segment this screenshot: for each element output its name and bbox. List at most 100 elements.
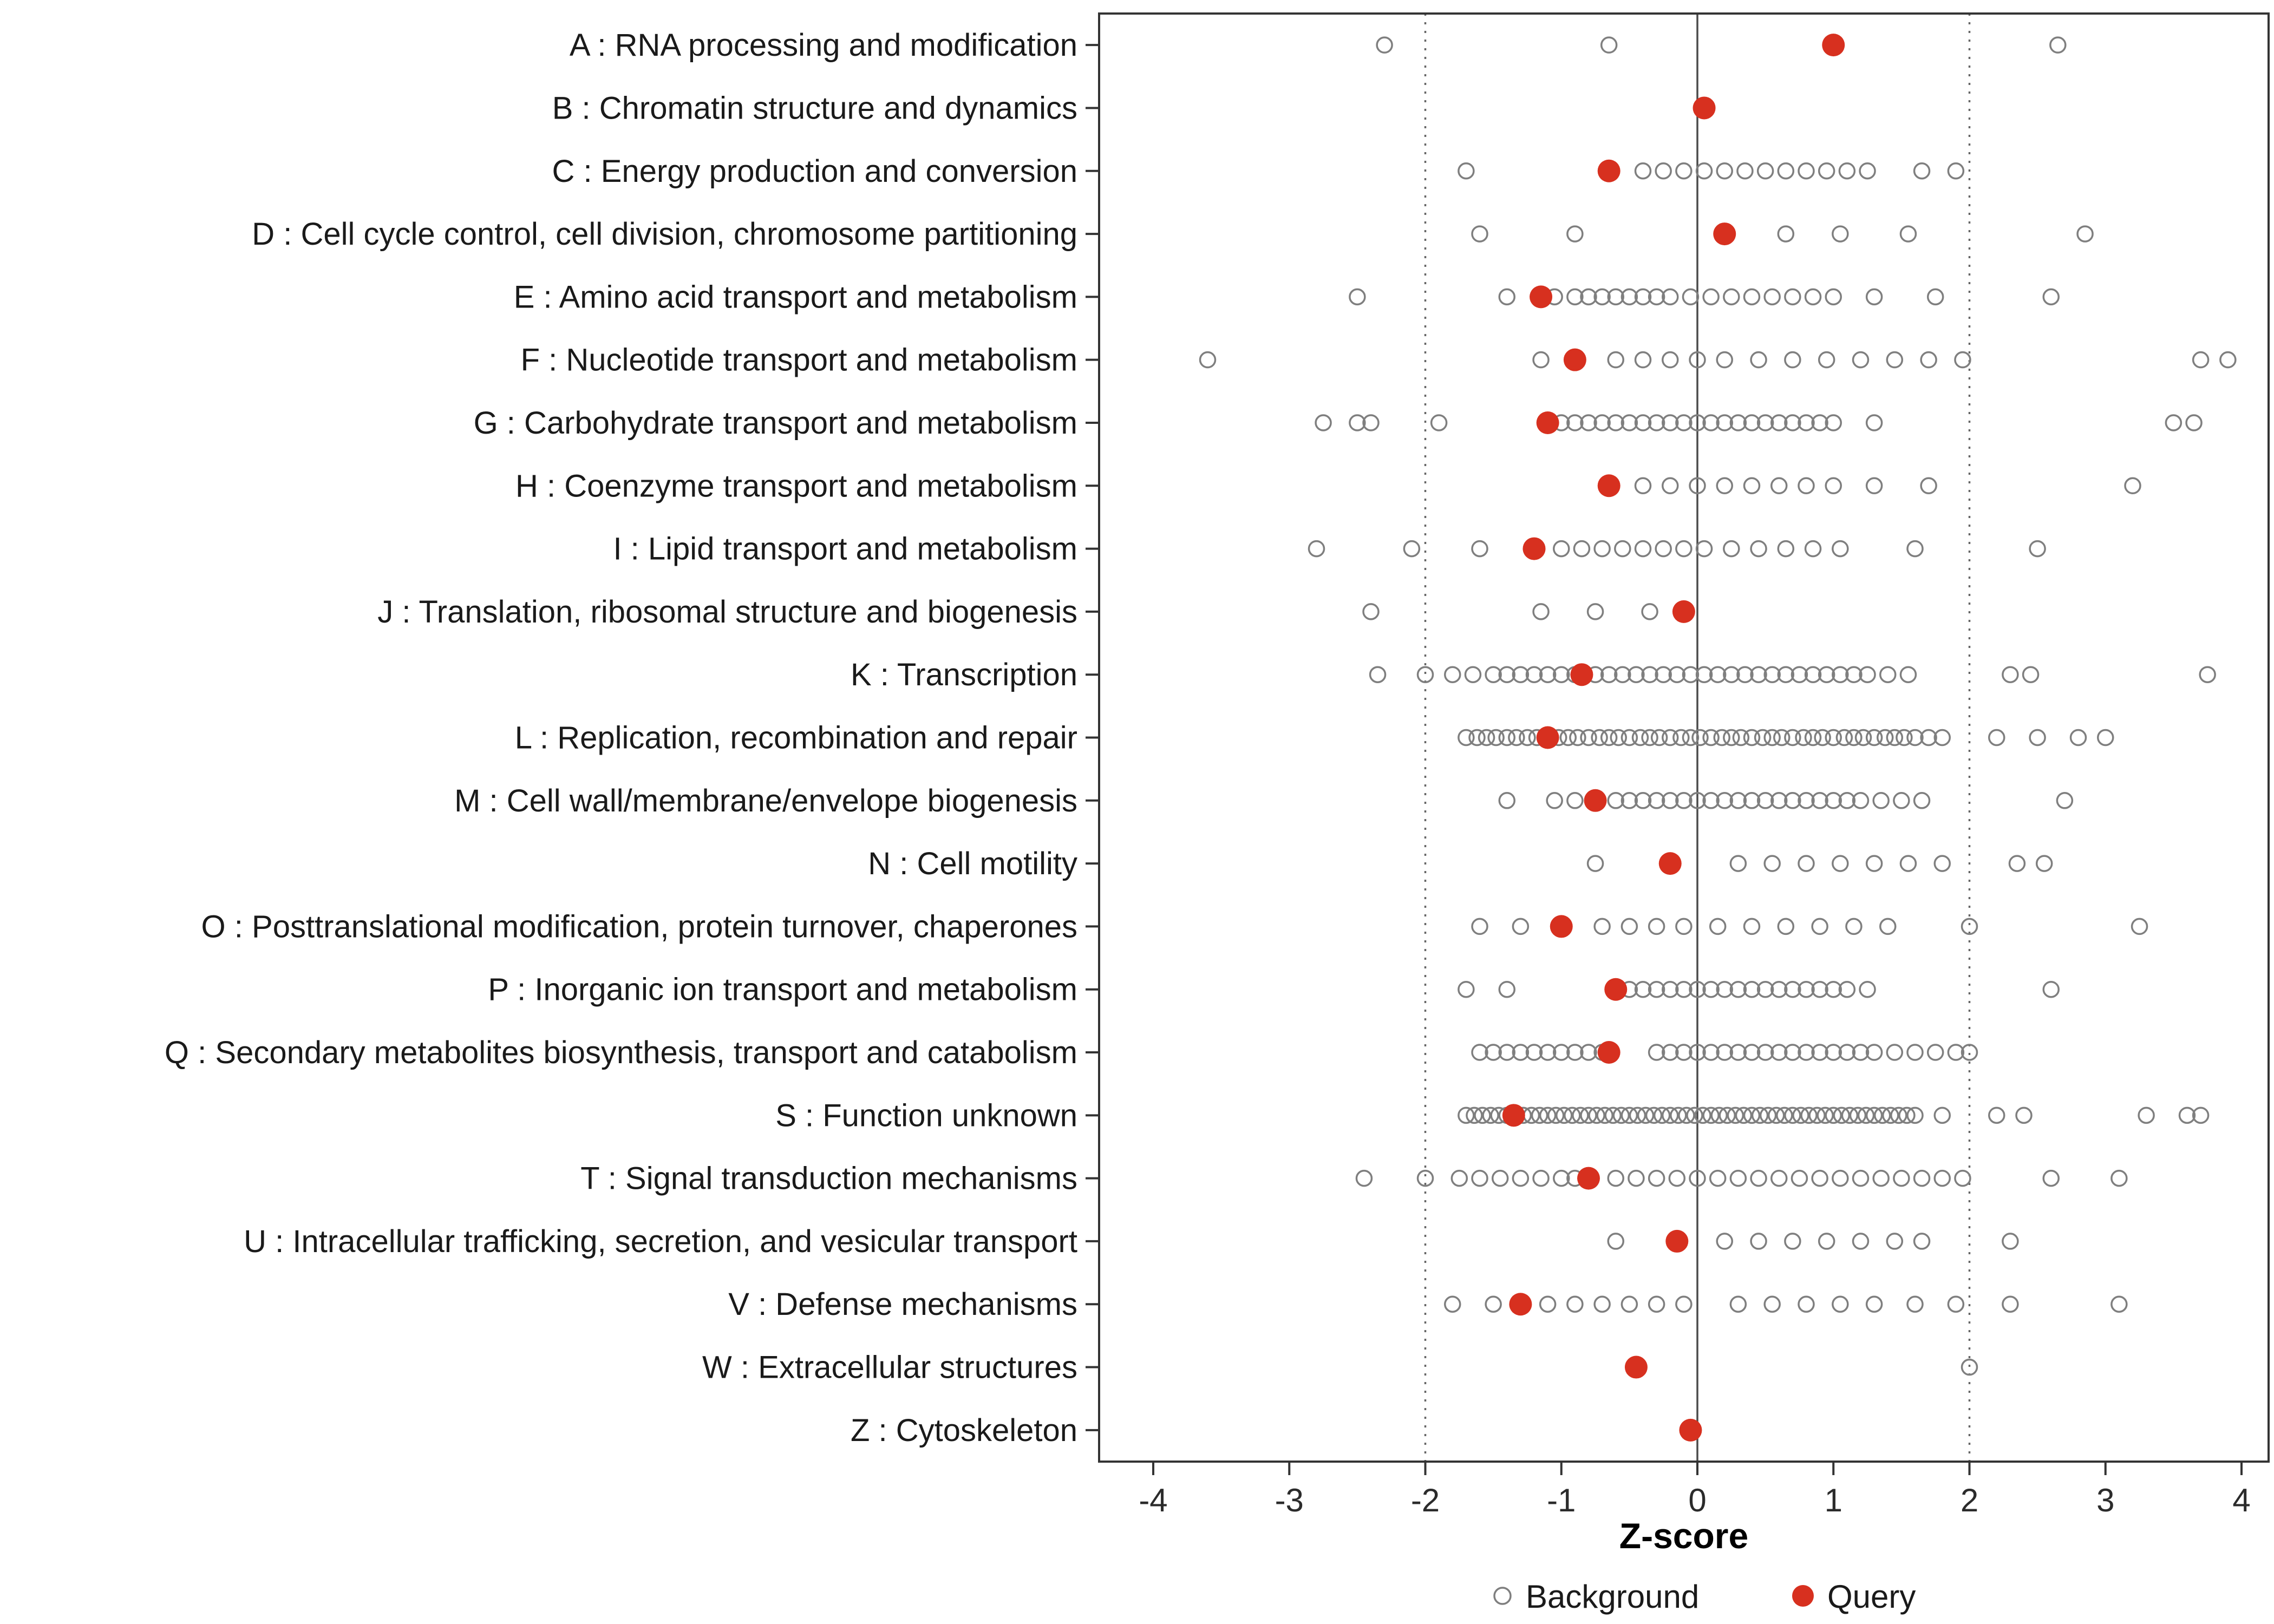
query-point	[1597, 159, 1620, 182]
background-point	[1634, 540, 1652, 558]
background-point	[1612, 1106, 1630, 1124]
background-point	[1832, 1169, 1849, 1187]
background-point	[1450, 1169, 1468, 1187]
background-point	[1634, 414, 1652, 431]
background-point	[1315, 414, 1332, 431]
background-point	[1580, 1044, 1597, 1061]
background-point	[1886, 351, 1904, 369]
query-point	[1509, 1293, 1532, 1316]
background-point	[1566, 288, 1584, 306]
background-point	[1933, 855, 1951, 872]
background-point	[1471, 540, 1488, 558]
category-label: H : Coenzyme transport and metabolism	[515, 468, 1077, 503]
background-point	[1872, 792, 1890, 809]
background-point	[1811, 792, 1828, 809]
background-point	[1754, 729, 1772, 746]
background-point	[1702, 792, 1720, 809]
background-point	[1355, 1169, 1373, 1187]
background-point	[1637, 1106, 1655, 1124]
background-point	[1675, 1295, 1693, 1313]
background-point	[1825, 1044, 1842, 1061]
background-point	[1777, 666, 1795, 683]
query-point	[1597, 1041, 1620, 1064]
background-point	[1519, 729, 1536, 746]
background-point	[1648, 918, 1665, 935]
background-point	[1913, 1233, 1931, 1250]
background-point	[1886, 1233, 1904, 1250]
background-point	[1593, 288, 1611, 306]
background-point	[1662, 792, 1679, 809]
background-point	[1825, 414, 1842, 431]
background-point	[1865, 414, 1883, 431]
background-point	[1854, 729, 1872, 746]
background-point	[1596, 1106, 1613, 1124]
background-point	[1458, 980, 1475, 998]
background-point	[1607, 288, 1624, 306]
background-point	[1845, 666, 1863, 683]
background-point	[1954, 1169, 1971, 1187]
background-point	[1735, 1106, 1753, 1124]
background-point	[1723, 666, 1740, 683]
background-point	[1498, 1044, 1515, 1061]
background-point	[1743, 477, 1761, 495]
x-axis-title: Z-score	[1619, 1516, 1748, 1556]
background-point	[1525, 666, 1543, 683]
x-tick-label: -1	[1547, 1482, 1576, 1518]
background-point	[1466, 1106, 1483, 1124]
background-point	[1784, 1044, 1801, 1061]
legend-query-label: Query	[1827, 1579, 1916, 1615]
background-point	[1662, 477, 1679, 495]
background-point	[1961, 1044, 1978, 1061]
x-tick-label: 3	[2096, 1482, 2114, 1518]
background-point	[1566, 414, 1584, 431]
background-point	[1893, 1169, 1910, 1187]
background-point	[1645, 1106, 1663, 1124]
background-point	[1604, 1106, 1622, 1124]
background-point	[1750, 666, 1767, 683]
background-point	[1947, 1044, 1965, 1061]
background-point	[1898, 1106, 1916, 1124]
background-point	[1798, 477, 1815, 495]
background-point	[1702, 288, 1720, 306]
background-point	[1362, 603, 1380, 620]
background-point	[1729, 1169, 1747, 1187]
background-point	[1573, 540, 1591, 558]
background-point	[1620, 918, 1638, 935]
background-point	[1798, 980, 1815, 998]
background-point	[1838, 980, 1856, 998]
background-point	[1770, 477, 1788, 495]
background-point	[1832, 225, 1849, 243]
background-point	[1879, 666, 1897, 683]
background-point	[1792, 1106, 1809, 1124]
background-point	[1723, 288, 1740, 306]
query-point	[1577, 1167, 1600, 1190]
background-point	[2199, 666, 2216, 683]
background-point	[1668, 1169, 1686, 1187]
background-point	[1485, 1044, 1502, 1061]
background-point	[1743, 288, 1761, 306]
category-label: V : Defense mechanisms	[728, 1287, 1077, 1322]
background-point	[1689, 792, 1706, 809]
background-point	[1655, 162, 1672, 180]
background-point	[1349, 288, 1366, 306]
background-point	[1689, 980, 1706, 998]
background-point	[1906, 1295, 1924, 1313]
query-point	[1502, 1104, 1525, 1127]
background-point	[1906, 1044, 1924, 1061]
background-point	[1886, 729, 1904, 746]
background-point	[1825, 1106, 1842, 1124]
background-point	[2056, 792, 2074, 809]
background-point	[1811, 1169, 1828, 1187]
background-point	[2035, 855, 2053, 872]
background-point	[1485, 666, 1502, 683]
background-point	[1879, 918, 1897, 935]
background-point	[1641, 729, 1658, 746]
query-point	[1597, 474, 1620, 497]
background-point	[1689, 351, 1706, 369]
query-point	[1536, 726, 1559, 749]
background-point	[1947, 1295, 1965, 1313]
background-point	[1899, 666, 1917, 683]
background-point	[1743, 980, 1761, 998]
background-point	[1702, 729, 1720, 746]
